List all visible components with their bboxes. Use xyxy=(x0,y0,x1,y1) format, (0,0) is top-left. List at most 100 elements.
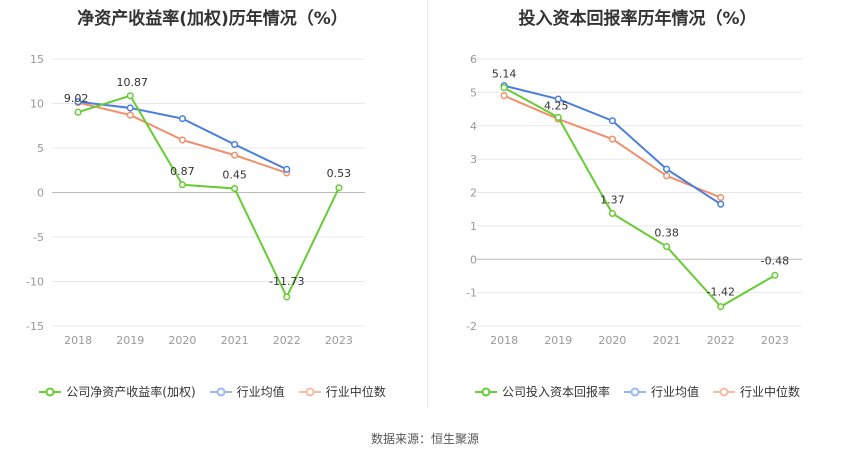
x-tick-label: 2023 xyxy=(761,334,789,347)
y-tick-label: 6 xyxy=(470,53,477,66)
roe-chart-panel: 净资产收益率(加权)历年情况（%） 15 10 5 0 -5 -10 -15 2018 2019… xyxy=(0,0,425,415)
data-point xyxy=(663,243,671,251)
legend-item-industry-avg[interactable]: 行业均值 xyxy=(623,383,699,400)
data-point xyxy=(717,303,725,311)
data-label: 9.02 xyxy=(64,92,89,105)
legend-label: 行业中位数 xyxy=(740,385,801,399)
data-point xyxy=(178,115,186,123)
data-point xyxy=(283,293,291,301)
legend-line-marker-icon xyxy=(474,387,497,396)
data-label: 5.14 xyxy=(492,68,516,81)
x-tick-label: 2023 xyxy=(325,334,353,347)
y-tick-label: 15 xyxy=(30,53,44,66)
roic-chart-legend: 公司投入资本回报率 行业均值 行业中位数 xyxy=(425,383,850,400)
roic-chart-plot: 6 5 4 3 2 1 0 -1 -2 2018 2019 2020 2021 2022 2023 5.14 4… xyxy=(466,53,802,347)
roe-chart-legend: 公司净资产收益率(加权) 行业均值 行业中位数 xyxy=(0,383,425,400)
data-point xyxy=(231,140,239,148)
y-tick-label: 0 xyxy=(470,253,477,266)
y-tick-label: -1 xyxy=(466,287,477,300)
series-line xyxy=(77,100,288,171)
data-point xyxy=(178,136,186,144)
legend-item-industry-median[interactable]: 行业中位数 xyxy=(713,383,800,400)
data-label: 4.25 xyxy=(544,99,569,112)
data-point xyxy=(74,108,82,116)
data-label: 0.53 xyxy=(327,167,352,180)
legend-line-marker-icon xyxy=(209,387,232,396)
y-tick-label: 5 xyxy=(470,86,477,99)
series-line xyxy=(503,84,722,206)
x-tick-label: 2019 xyxy=(116,334,144,347)
data-source-note: 数据来源：恒生聚源 xyxy=(370,432,479,446)
data-label: 0.38 xyxy=(654,227,679,240)
data-point xyxy=(126,111,134,119)
data-point xyxy=(500,84,508,92)
data-point xyxy=(500,92,508,100)
legend-line-marker-icon xyxy=(713,387,735,396)
y-tick-label: 5 xyxy=(37,142,44,155)
data-point xyxy=(554,113,562,121)
data-point xyxy=(717,200,725,208)
data-point xyxy=(126,92,134,100)
data-point xyxy=(608,135,616,143)
panel-divider xyxy=(427,0,428,408)
legend-item-industry-avg[interactable]: 行业均值 xyxy=(209,383,285,400)
legend-label: 公司净资产收益率(加权) xyxy=(66,385,196,399)
y-tick-label: -15 xyxy=(26,320,44,333)
x-tick-label: 2022 xyxy=(273,334,301,347)
legend-item-company-roic[interactable]: 公司投入资本回报率 xyxy=(474,383,610,400)
data-label: 0.87 xyxy=(170,165,195,178)
legend-line-marker-icon xyxy=(39,387,62,396)
x-tick-label: 2020 xyxy=(598,334,626,347)
data-label: 1.37 xyxy=(600,194,625,207)
legend-label: 行业中位数 xyxy=(325,385,386,399)
data-point xyxy=(178,181,186,189)
x-tick-label: 2022 xyxy=(707,334,735,347)
data-label: 0.45 xyxy=(222,168,247,181)
data-point xyxy=(608,117,616,125)
x-tick-label: 2018 xyxy=(490,334,518,347)
data-point xyxy=(717,193,725,202)
data-point xyxy=(663,165,671,173)
legend-label: 行业均值 xyxy=(236,385,285,399)
roic-chart-panel: 投入资本回报率历年情况（%） 6 5 4 3 2 1 0 -1 -2 2018 2019 2020 20… xyxy=(425,0,850,415)
y-tick-label: -10 xyxy=(26,276,44,289)
data-point xyxy=(231,184,239,193)
legend-item-industry-median[interactable]: 行业中位数 xyxy=(298,383,386,400)
roe-chart-title: 净资产收益率(加权)历年情况（%） xyxy=(77,9,348,29)
legend-label: 行业均值 xyxy=(650,385,699,399)
roe-chart-plot: 15 10 5 0 -5 -10 -15 2018 2019 2020 2021 2022 2023 9.… xyxy=(26,53,365,347)
legend-line-marker-icon xyxy=(623,387,646,396)
data-point xyxy=(231,151,239,159)
y-tick-label: 2 xyxy=(470,187,477,200)
data-point xyxy=(283,165,291,173)
roic-chart-title: 投入资本回报率历年情况（%） xyxy=(518,9,757,29)
legend-item-company-roe[interactable]: 公司净资产收益率(加权) xyxy=(39,383,196,400)
data-label: -1.42 xyxy=(707,286,735,299)
x-tick-label: 2020 xyxy=(168,334,196,347)
y-tick-label: -5 xyxy=(33,231,44,244)
y-tick-label: 4 xyxy=(470,120,477,133)
x-tick-label: 2021 xyxy=(653,334,681,347)
data-point xyxy=(335,184,343,192)
data-label: 10.87 xyxy=(117,76,149,89)
x-tick-label: 2018 xyxy=(64,334,92,347)
data-point xyxy=(663,172,671,180)
legend-line-marker-icon xyxy=(298,387,321,396)
series-line xyxy=(77,94,340,298)
data-label: -11.73 xyxy=(269,275,304,288)
data-point xyxy=(608,209,616,218)
x-tick-label: 2019 xyxy=(544,334,572,347)
data-point xyxy=(771,271,779,279)
data-point xyxy=(74,98,82,106)
y-tick-label: -2 xyxy=(466,320,477,333)
data-label: -0.48 xyxy=(761,254,789,267)
series-line xyxy=(503,86,776,308)
data-point xyxy=(126,104,134,112)
y-tick-label: 0 xyxy=(37,187,44,200)
legend-label: 公司投入资本回报率 xyxy=(501,385,610,399)
y-tick-label: 10 xyxy=(30,98,44,111)
x-tick-label: 2021 xyxy=(221,334,249,347)
y-tick-label: 1 xyxy=(470,220,477,233)
data-point xyxy=(554,95,562,103)
y-tick-label: 3 xyxy=(470,153,477,166)
